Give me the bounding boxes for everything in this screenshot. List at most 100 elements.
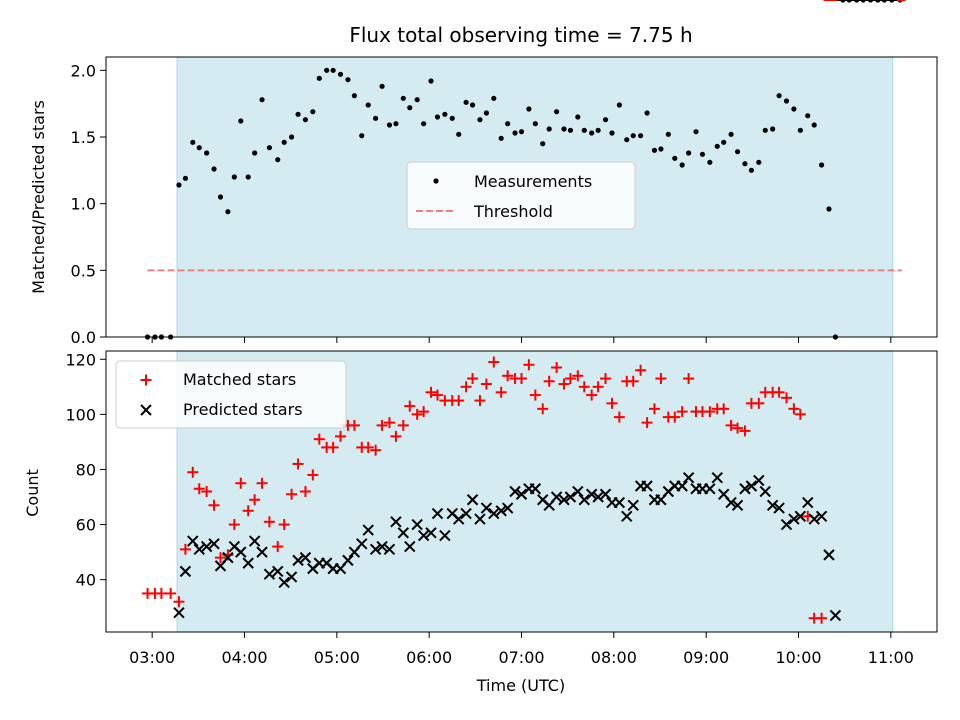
matched-star-point: [739, 425, 751, 437]
predicted-star-point: [780, 518, 793, 531]
measurement-point: [707, 159, 713, 165]
predicted-star-point: [808, 513, 820, 525]
measurement-point: [217, 194, 224, 200]
legend-matched-label: Matched stars: [183, 370, 296, 389]
bottom-ytick-label: 120: [65, 350, 96, 369]
xtick-label: 04:00: [221, 648, 267, 667]
matched-star-point: [592, 381, 604, 393]
measurement-point: [316, 75, 322, 81]
matched-star-point: [788, 403, 800, 415]
measurement-point: [434, 114, 441, 120]
predicted-star-point: [222, 551, 234, 564]
matched-star-point: [676, 406, 688, 418]
legend-predicted-label: Predicted stars: [183, 400, 303, 419]
predicted-star-point: [263, 568, 276, 580]
measurement-point: [546, 126, 552, 132]
top-panel: 0.00.51.01.52.0 Matched/Predicted stars …: [29, 0, 938, 347]
matched-star-point: [208, 499, 220, 511]
predicted-star-point: [564, 491, 577, 503]
measurement-point: [190, 139, 196, 145]
predicted-star-point: [509, 485, 521, 498]
predicted-star-point: [745, 480, 758, 492]
predicted-star-point: [794, 510, 807, 523]
measurement-point: [365, 102, 371, 108]
measurement-point: [456, 131, 462, 137]
matched-star-point: [418, 406, 430, 418]
measurement-point: [421, 121, 427, 127]
measurement-point: [624, 137, 630, 143]
matched-star-point: [272, 541, 284, 553]
matched-star-point: [551, 362, 563, 374]
measurement-point: [575, 114, 581, 120]
measurement-point: [204, 150, 210, 156]
legend-measurements-label: Measurements: [474, 172, 592, 191]
xtick-label: 05:00: [314, 648, 360, 667]
measurement-point: [714, 143, 720, 149]
matched-star-point: [155, 587, 167, 599]
measurement-point: [728, 131, 734, 137]
predicted-star-point: [404, 540, 416, 553]
measurement-point: [252, 150, 258, 156]
measurement-point: [498, 135, 504, 141]
matched-star-point: [404, 400, 416, 412]
bottom-ytick-label: 100: [65, 405, 96, 424]
measurement-point: [469, 102, 476, 108]
predicted-star-point: [460, 507, 472, 520]
matched-star-point: [249, 494, 261, 506]
matched-star-point: [286, 488, 298, 500]
measurement-point: [442, 111, 448, 117]
predicted-star-point: [242, 557, 254, 569]
measurement-point: [693, 129, 699, 135]
matched-star-point: [627, 375, 639, 387]
measurement-point: [805, 113, 811, 119]
measurement-point: [756, 159, 762, 165]
matched-star-point: [635, 364, 647, 376]
matched-star-point: [516, 373, 527, 385]
measurement-point: [463, 99, 469, 105]
predicted-star-point: [390, 516, 402, 528]
matched-star-point: [600, 373, 612, 385]
measurement-point: [483, 110, 490, 116]
matched-star-point: [187, 466, 199, 478]
measurement-point: [553, 109, 560, 115]
measurement-point: [532, 121, 538, 127]
measurement-point: [762, 127, 768, 133]
top-ytick-label: 1.0: [71, 195, 96, 214]
measurement-point: [266, 145, 273, 151]
predicted-star-point: [802, 496, 814, 509]
predicted-star-point: [397, 527, 410, 539]
top-ytick-label: 2.0: [71, 61, 96, 80]
matched-star-point: [641, 417, 653, 429]
measurement-point: [196, 145, 202, 151]
matched-star-point: [495, 386, 507, 398]
predicted-star-point: [200, 540, 213, 553]
matched-star-point: [313, 433, 325, 445]
measurement-point: [275, 157, 281, 163]
matched-star-point: [370, 444, 382, 456]
predicted-star-point: [466, 494, 479, 506]
matched-star-point: [564, 373, 576, 385]
predicted-star-point: [425, 527, 437, 539]
measurement-point: [526, 106, 532, 112]
measurement-point: [651, 147, 658, 153]
measurement-point: [665, 131, 671, 137]
measurement-point: [288, 134, 295, 140]
measurement-point: [609, 130, 615, 136]
predicted-star-point: [285, 571, 298, 583]
predicted-star-point: [815, 510, 828, 523]
measurement-point: [770, 126, 776, 132]
predicted-star-point: [641, 480, 653, 492]
measurement-point: [589, 130, 595, 136]
measurement-point: [231, 174, 237, 180]
matched-star-point: [292, 458, 304, 470]
predicted-star-point: [187, 535, 199, 547]
measurement-point: [776, 93, 782, 99]
matched-star-point: [480, 378, 492, 390]
measurement-point: [811, 122, 817, 128]
measurement-point: [630, 133, 636, 139]
chart-title: Flux total observing time = 7.75 h: [349, 23, 692, 47]
measurement-point: [616, 102, 622, 108]
matched-star-point: [397, 419, 409, 431]
measurement-point: [182, 175, 189, 181]
matched-star-point: [278, 519, 290, 531]
